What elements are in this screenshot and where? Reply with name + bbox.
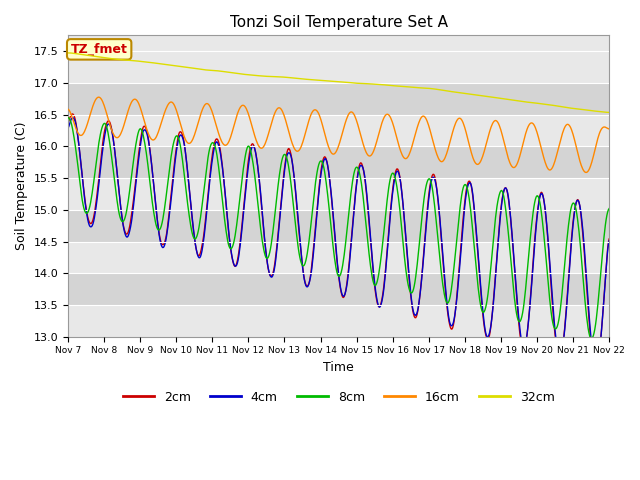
Bar [68,273,609,305]
X-axis label: Time: Time [323,361,354,374]
Bar [68,83,609,115]
Bar [68,146,609,178]
Title: Tonzi Soil Temperature Set A: Tonzi Soil Temperature Set A [230,15,447,30]
Legend: 2cm, 4cm, 8cm, 16cm, 32cm: 2cm, 4cm, 8cm, 16cm, 32cm [118,386,559,409]
Bar [68,210,609,241]
Bar [68,178,609,210]
Bar [68,305,609,337]
Bar [68,115,609,146]
Y-axis label: Soil Temperature (C): Soil Temperature (C) [15,122,28,250]
Bar [68,51,609,83]
Bar [68,241,609,273]
Text: TZ_fmet: TZ_fmet [71,43,127,56]
